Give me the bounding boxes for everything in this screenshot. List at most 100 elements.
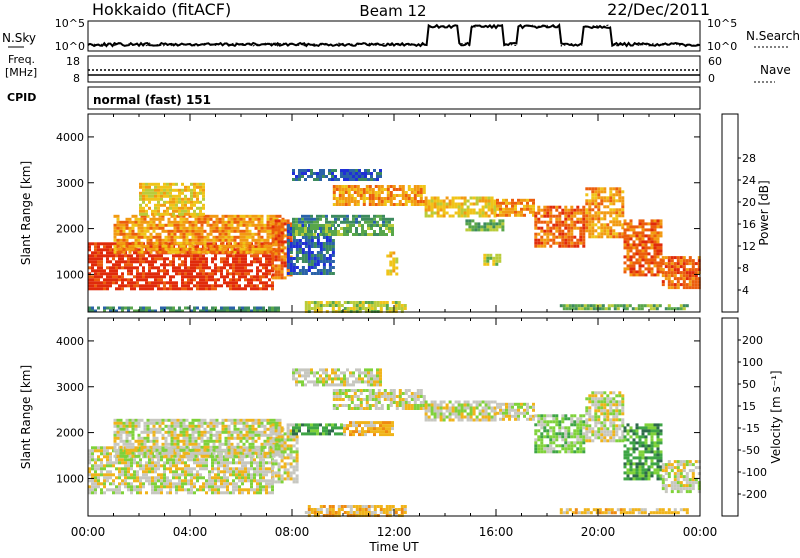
velocity-cell — [253, 458, 256, 461]
velocity-cell — [159, 431, 162, 434]
power-cell — [351, 197, 354, 200]
power-cell — [159, 224, 162, 227]
power-cell — [229, 284, 232, 287]
power-cell — [234, 236, 237, 239]
power-cell — [271, 284, 274, 287]
power-cell — [178, 307, 181, 310]
power-cell — [314, 242, 317, 245]
velocity-cell — [100, 461, 103, 464]
power-cell — [295, 224, 298, 227]
power-cell — [316, 178, 319, 181]
power-cell — [211, 272, 214, 275]
power-cell — [109, 260, 112, 263]
power-cell — [572, 304, 575, 307]
power-cell — [275, 240, 278, 243]
power-cell — [172, 263, 175, 266]
power-cell — [284, 234, 287, 237]
power-cell — [323, 257, 326, 260]
velocity-cell — [255, 422, 258, 425]
power-cell — [290, 237, 293, 240]
velocity-cell — [160, 464, 163, 467]
power-cell — [376, 233, 379, 236]
power-cell — [581, 307, 584, 310]
velocity-cell — [151, 482, 154, 485]
power-cell — [160, 254, 163, 257]
power-cell — [165, 239, 168, 242]
power-cell — [184, 287, 187, 290]
power-cell — [103, 272, 106, 275]
power-cell — [307, 175, 310, 178]
power-cell — [133, 287, 136, 290]
power-cell — [304, 178, 307, 181]
power-cell — [151, 192, 154, 195]
power-cell — [174, 239, 177, 242]
velocity-cell — [241, 464, 244, 467]
velocity-cell — [193, 485, 196, 488]
velocity-cell — [115, 458, 118, 461]
power-cell — [100, 263, 103, 266]
power-cell — [636, 231, 639, 234]
velocity-cell — [217, 464, 220, 467]
power-cell — [464, 197, 467, 200]
power-cell — [234, 227, 237, 230]
power-cell — [320, 269, 323, 272]
power-cell — [219, 221, 222, 224]
power-cell — [570, 224, 573, 227]
velocity-cell — [156, 419, 159, 422]
power-cell — [520, 202, 523, 205]
power-cell — [139, 183, 142, 186]
power-cell — [668, 283, 671, 286]
power-cell — [645, 222, 648, 225]
power-cell — [372, 197, 375, 200]
power-cell — [199, 269, 202, 272]
power-cell — [265, 284, 268, 287]
power-cell — [142, 254, 145, 257]
power-cell — [420, 203, 423, 206]
power-cell — [639, 255, 642, 258]
power-cell — [332, 254, 335, 257]
velocity-cell — [121, 458, 124, 461]
power-cell — [168, 239, 171, 242]
power-cell — [645, 228, 648, 231]
velocity-cell — [124, 479, 127, 482]
power-cell — [498, 254, 501, 257]
power-cell — [371, 304, 374, 307]
power-cell — [657, 237, 660, 240]
power-cell — [308, 254, 311, 257]
power-cell — [244, 307, 247, 310]
power-cell — [570, 209, 573, 212]
power-cell — [240, 233, 243, 236]
power-cell — [222, 248, 225, 251]
power-cell — [201, 242, 204, 245]
power-cell — [226, 260, 229, 263]
power-cell — [184, 281, 187, 284]
power-cell — [187, 278, 190, 281]
power-cell — [94, 284, 97, 287]
velocity-cell — [162, 428, 165, 431]
power-cell — [106, 242, 109, 245]
power-cell — [114, 239, 117, 242]
power-cell — [359, 307, 362, 310]
power-cell — [264, 245, 267, 248]
power-cell — [340, 221, 343, 224]
power-cell — [253, 287, 256, 290]
power-cell — [307, 169, 310, 172]
power-cell — [606, 223, 609, 226]
power-cell — [323, 266, 326, 269]
power-cell — [261, 251, 264, 254]
power-cell — [354, 191, 357, 194]
velocity-cell — [97, 464, 100, 467]
power-cell — [222, 221, 225, 224]
power-cell — [172, 183, 175, 186]
power-cell — [386, 270, 389, 273]
power-cell — [680, 277, 683, 280]
power-cell — [159, 227, 162, 230]
power-cell — [235, 272, 238, 275]
velocity-cell — [166, 491, 169, 494]
power-cell — [223, 278, 226, 281]
power-cell — [186, 242, 189, 245]
velocity-cell — [157, 473, 160, 476]
power-cell — [287, 233, 290, 236]
power-cell — [160, 204, 163, 207]
velocity-cell — [265, 461, 268, 464]
